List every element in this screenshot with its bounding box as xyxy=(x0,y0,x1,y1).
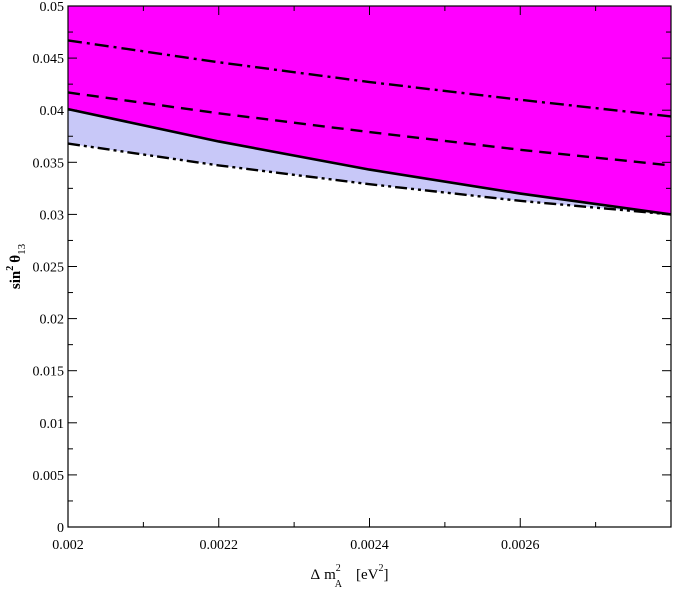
x-tick-label: 0.0024 xyxy=(350,538,389,553)
y-tick-label: 0.015 xyxy=(33,365,65,380)
y-axis-label: sin2 θ13 xyxy=(5,243,28,289)
chart-series-lines xyxy=(67,39,672,216)
x-tick-label: 0.002 xyxy=(52,538,84,553)
y-axis-label-theta: θ xyxy=(8,255,24,263)
y-tick-label: 0.02 xyxy=(40,313,65,328)
x-axis-label-delta: Δ xyxy=(310,567,320,583)
y-tick-label: 0.035 xyxy=(33,156,65,171)
x-tick-label: 0.0026 xyxy=(501,538,540,553)
y-tick-label: 0.005 xyxy=(33,469,65,484)
y-axis-label-sup: 2 xyxy=(5,266,16,271)
x-tick-label: 0.0022 xyxy=(200,538,239,553)
y-axis-label-sub: 13 xyxy=(16,243,28,255)
series-line-dash-dot-dot xyxy=(67,142,672,216)
y-tick-label: 0.045 xyxy=(33,52,65,67)
axis-ticks xyxy=(67,5,672,528)
chart-regions xyxy=(68,6,671,215)
x-axis-label-sub: A xyxy=(335,579,343,589)
x-axis-label-main: m xyxy=(324,567,336,583)
x-axis-label-unit-sup: 2 xyxy=(379,563,384,574)
y-tick-label: 0.05 xyxy=(40,0,65,15)
y-tick-label: 0.04 xyxy=(40,104,65,119)
axis-tick-labels: 0.002 0.0022 0.0024 0.0026 0 0.005 0.01 0.015 0.… xyxy=(33,0,540,553)
x-axis-label-unit: [eV xyxy=(356,567,379,583)
y-tick-label: 0.01 xyxy=(40,417,65,432)
x-axis-label-sup: 2 xyxy=(336,563,341,574)
x-axis-label-unit-close: ] xyxy=(384,567,389,583)
region-excluded-area xyxy=(68,6,671,215)
y-axis-label-main: sin xyxy=(8,270,24,289)
series-line-solid xyxy=(67,107,672,216)
y-tick-label: 0 xyxy=(57,521,64,536)
y-tick-label: 0.025 xyxy=(33,261,65,276)
series-line-dash-dot xyxy=(67,39,672,118)
series-line-dashed xyxy=(67,91,672,167)
y-tick-label: 0.03 xyxy=(40,208,65,223)
